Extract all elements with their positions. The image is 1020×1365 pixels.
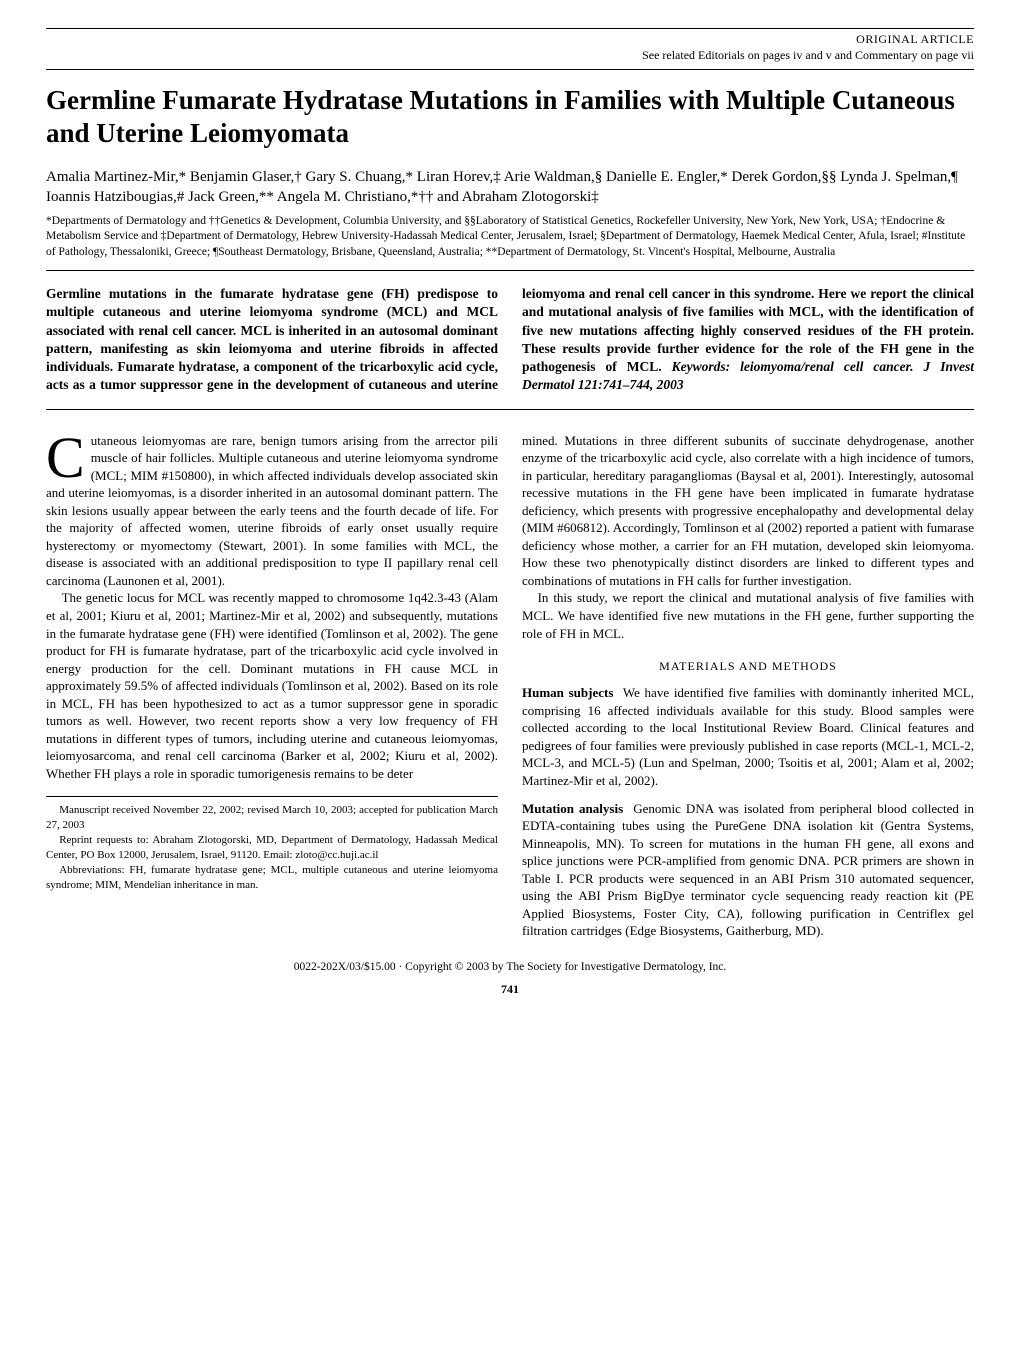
top-rule: [46, 28, 974, 29]
body-p2: The genetic locus for MCL was recently m…: [46, 589, 498, 782]
authors: Amalia Martinez-Mir,* Benjamin Glaser,† …: [46, 167, 974, 208]
methods-runin-2: Mutation analysis: [522, 801, 623, 816]
footnote-2: Reprint requests to: Abraham Zlotogorski…: [46, 833, 498, 863]
body-p1: Cutaneous leiomyomas are rare, benign tu…: [46, 432, 498, 590]
rule-1: [46, 69, 974, 70]
body-p3: mined. Mutations in three different subu…: [522, 432, 974, 590]
methods-p2: Mutation analysis Genomic DNA was isolat…: [522, 800, 974, 940]
footnote-1: Manuscript received November 22, 2002; r…: [46, 803, 498, 833]
footnote-rule: [46, 796, 498, 797]
abstract-right: and uterine leiomyoma and renal cell can…: [431, 286, 974, 392]
body-p4: In this study, we report the clinical an…: [522, 589, 974, 642]
affiliations: *Departments of Dermatology and ††Geneti…: [46, 214, 974, 261]
copyright: 0022-202X/03/$15.00 · Copyright © 2003 b…: [46, 960, 974, 976]
methods-p1: Human subjects We have identified five f…: [522, 684, 974, 789]
abstract-columns: Germline mutations in the fumarate hydra…: [46, 285, 974, 394]
methods-p1-text: We have identified five families with do…: [522, 685, 974, 788]
abstract-text: Germline mutations in the fumarate hydra…: [46, 285, 974, 394]
page-number: 741: [46, 981, 974, 997]
abstract-keywords: Keywords: leiomyoma/renal cell cancer.: [672, 359, 924, 374]
methods-p2-text: Genomic DNA was isolated from peripheral…: [522, 801, 974, 939]
methods-heading: MATERIALS AND METHODS: [522, 658, 974, 674]
dropcap: C: [46, 432, 91, 482]
footnote-3: Abbreviations: FH, fumarate hydratase ge…: [46, 863, 498, 893]
abstract-wrap: Germline mutations in the fumarate hydra…: [46, 270, 974, 409]
body-p1-text: utaneous leiomyomas are rare, benign tum…: [46, 433, 498, 588]
body-columns: Cutaneous leiomyomas are rare, benign tu…: [46, 432, 974, 940]
methods-runin-1: Human subjects: [522, 685, 613, 700]
section-label: ORIGINAL ARTICLE: [46, 31, 974, 47]
related-line: See related Editorials on pages iv and v…: [46, 47, 974, 63]
article-title: Germline Fumarate Hydratase Mutations in…: [46, 84, 974, 149]
header-block: ORIGINAL ARTICLE See related Editorials …: [46, 31, 974, 63]
footnotes: Manuscript received November 22, 2002; r…: [46, 803, 498, 892]
